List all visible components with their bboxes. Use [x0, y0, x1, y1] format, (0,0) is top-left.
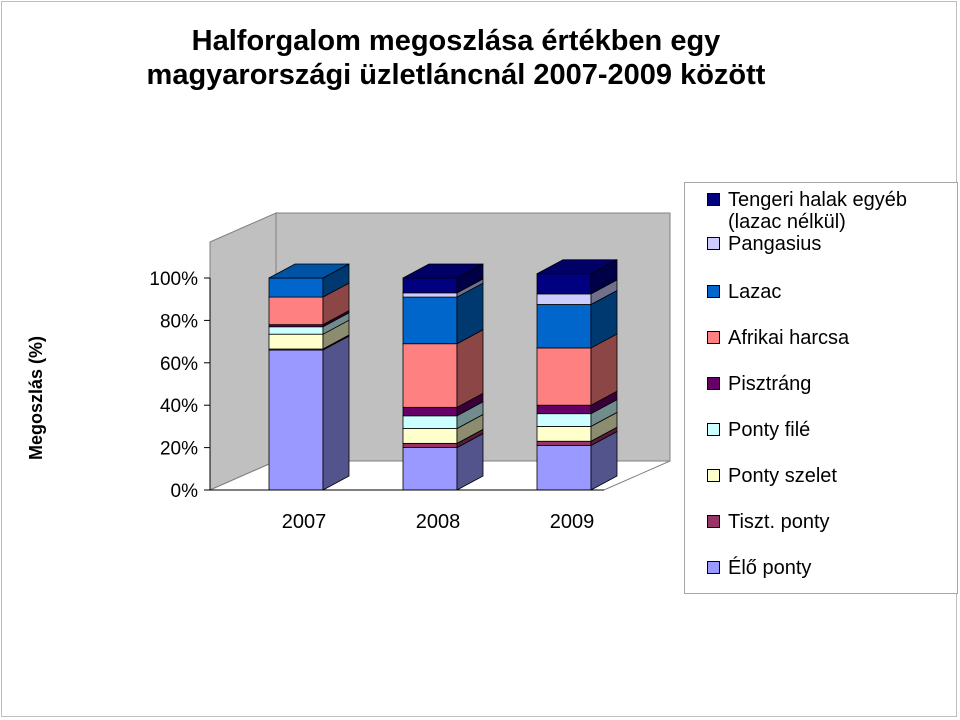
legend-label: Tengeri halak egyéb (lazac nélkül)	[728, 189, 908, 233]
legend-label: Ponty szelet	[728, 465, 837, 487]
legend-label: Pangasius	[728, 233, 822, 255]
bar-top-2009	[536, 259, 618, 275]
bar-segment-2009-s1	[536, 440, 592, 446]
bar-top-2008	[402, 263, 484, 279]
bar-segment-2009-s0	[536, 445, 592, 491]
legend-item: Pangasius	[707, 233, 953, 255]
bar-segment-side-2007-s0	[322, 335, 350, 491]
legend-item: Lazac	[707, 281, 953, 303]
bar-segment-2007-s6	[268, 277, 324, 298]
legend-item: Tengeri halak egyéb (lazac nélkül)	[707, 189, 953, 233]
axes: 0% 20% 40% 60% 80% 100% 2007 2008 2009	[149, 269, 604, 533]
legend-swatch	[707, 331, 720, 344]
bar-segment-2007-s3	[268, 326, 324, 335]
bar-segment-2007-s0	[268, 349, 324, 491]
bar-segment-2009-s7	[536, 293, 592, 305]
legend-swatch	[707, 423, 720, 436]
y-axis-label: Megoszlás (%)	[26, 336, 46, 460]
legend-swatch	[707, 285, 720, 298]
chart-title-line-2: magyarországi üzletláncnál 2007-2009 köz…	[146, 59, 766, 91]
legend-swatch	[707, 515, 720, 528]
legend-item: Tiszt. ponty	[707, 511, 953, 533]
legend-item: Ponty szelet	[707, 465, 953, 487]
bar-top-2007	[268, 263, 350, 279]
bar-segment-2009-s5	[536, 347, 592, 406]
legend-swatch	[707, 561, 720, 574]
legend-item: Ponty filé	[707, 419, 953, 441]
x-tick-label: 2007	[282, 511, 327, 533]
legend-swatch	[707, 237, 720, 250]
bar-segment-2008-s6	[402, 296, 458, 345]
bar-segment-2008-s4	[402, 406, 458, 417]
bar-segment-2008-s1	[402, 442, 458, 448]
bar-segment-2008-s8	[402, 277, 458, 294]
y-tick-label: 80%	[160, 311, 198, 332]
y-tick-label: 20%	[160, 439, 198, 460]
y-tick-label: 60%	[160, 354, 198, 375]
chart-title-line-1: Halforgalom megoszlása értékben egy	[191, 25, 721, 57]
chart-title: Halforgalom megoszlása értékben egy magy…	[0, 24, 912, 92]
legend-label: Lazac	[728, 281, 782, 303]
legend: Tengeri halak egyéb (lazac nélkül) Pangas…	[684, 182, 958, 594]
x-tick-label: 2008	[416, 511, 461, 533]
bar-segment-2009-s4	[536, 404, 592, 415]
x-tick-label: 2009	[550, 511, 595, 533]
bars	[268, 259, 618, 491]
legend-item: Pisztráng	[707, 373, 953, 395]
legend-swatch	[707, 193, 720, 206]
y-tick-label: 40%	[160, 396, 198, 417]
bar-segment-2008-s5	[402, 343, 458, 408]
legend-swatch	[707, 377, 720, 390]
legend-swatch	[707, 469, 720, 482]
bar-stack-2009	[536, 259, 618, 491]
side-wall	[209, 212, 277, 491]
legend-label: Tiszt. ponty	[728, 511, 830, 533]
legend-label: Élő ponty	[728, 557, 812, 579]
legend-item: Afrikai harcsa	[707, 327, 953, 349]
bar-segment-2009-s3	[536, 413, 592, 427]
legend-label: Ponty filé	[728, 419, 811, 441]
bar-segment-2007-s5	[268, 296, 324, 326]
bar-stack-2008	[402, 263, 484, 491]
bar-segment-2008-s3	[402, 415, 458, 429]
bar-segment-2008-s2	[402, 428, 458, 444]
legend-label: Pisztráng	[728, 373, 812, 395]
bar-stack-2007	[268, 263, 350, 491]
bar-segment-2008-s7	[402, 292, 458, 298]
bar-segment-2008-s0	[402, 447, 458, 491]
bar-segment-2009-s6	[536, 304, 592, 349]
legend-item: Élő ponty	[707, 557, 953, 579]
y-tick-label: 100%	[149, 269, 198, 290]
bar-segment-2009-s2	[536, 425, 592, 442]
y-tick-label: 0%	[171, 481, 199, 502]
bar-segment-2009-s8	[536, 273, 592, 295]
legend-label: Afrikai harcsa	[728, 327, 850, 349]
bar-segment-2007-s2	[268, 333, 324, 350]
